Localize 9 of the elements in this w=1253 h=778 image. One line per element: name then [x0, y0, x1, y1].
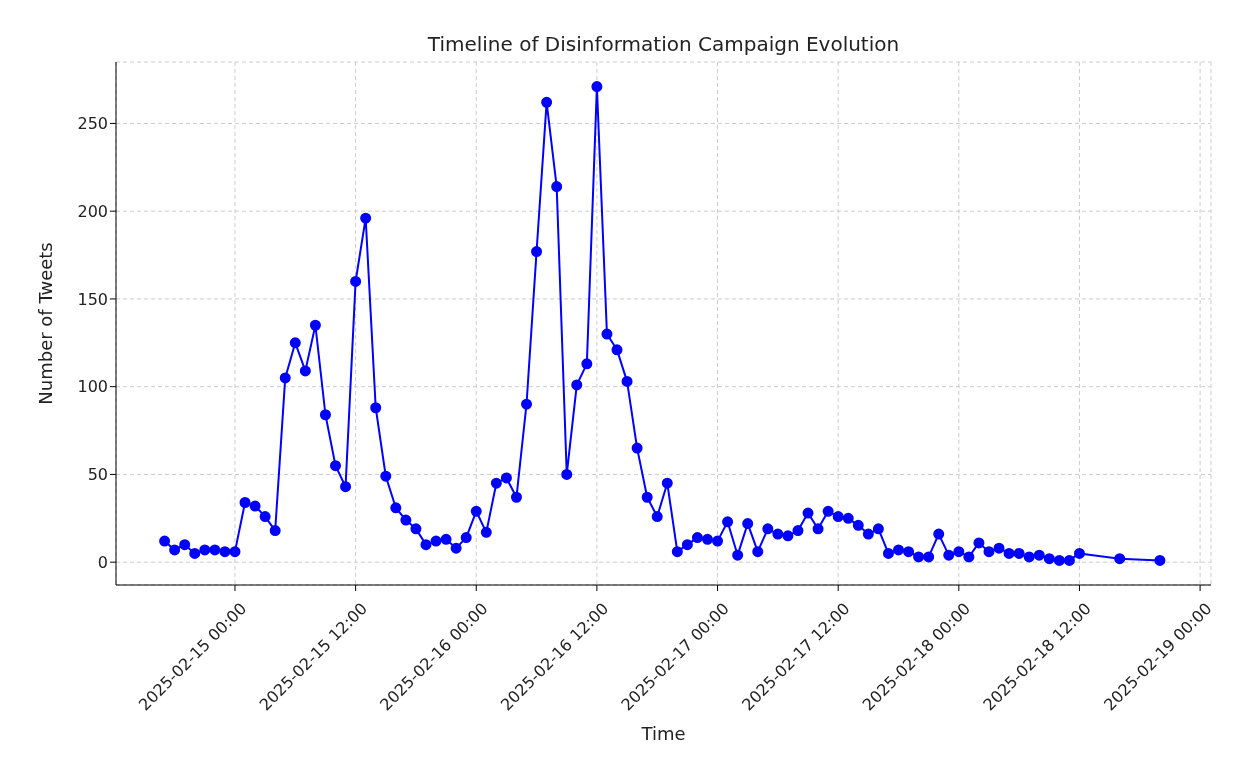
y-tick-label: 250 — [77, 114, 108, 134]
y-tick-label: 150 — [77, 289, 108, 309]
y-tick-label: 100 — [77, 377, 108, 397]
y-tick-label: 200 — [77, 201, 108, 221]
y-tick-label: 50 — [87, 465, 108, 485]
y-axis-title: Number of Tweets — [35, 242, 57, 405]
y-tick-label: 0 — [97, 552, 108, 572]
chart-title: Timeline of Disinformation Campaign Evolution — [426, 32, 901, 56]
x-axis-title: Time — [640, 723, 686, 744]
